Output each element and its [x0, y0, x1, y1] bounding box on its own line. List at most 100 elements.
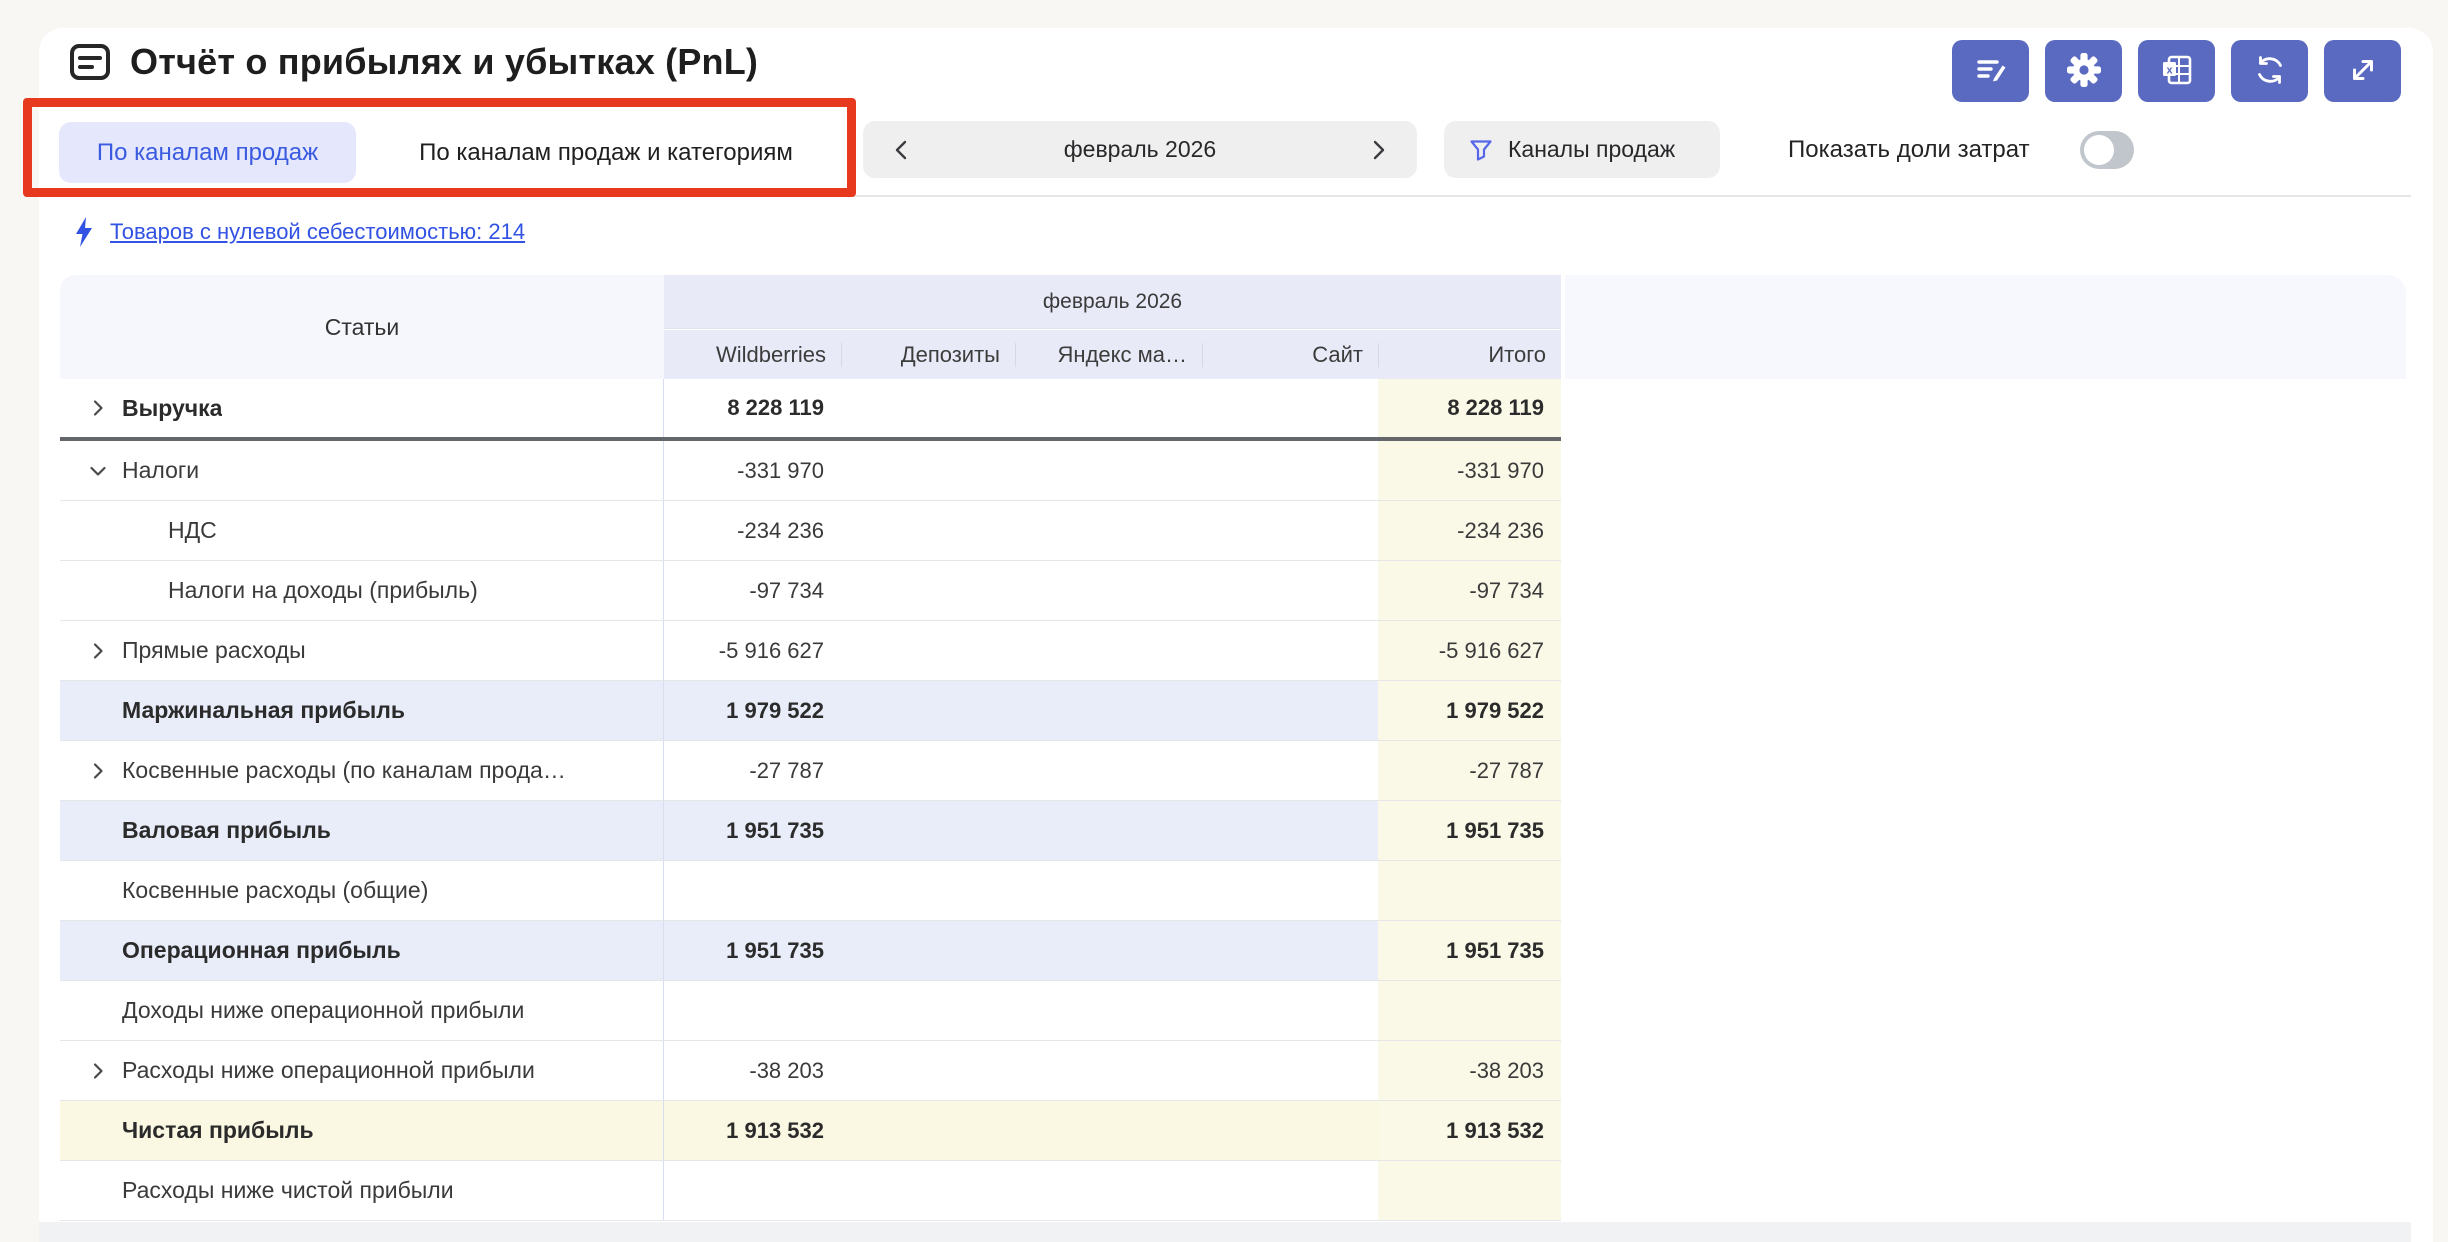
row-label-cell: Валовая прибыль [60, 801, 664, 860]
header-divider [39, 195, 2411, 197]
cell-site [1202, 1041, 1378, 1100]
page-title: Отчёт о прибылях и убытках (PnL) [130, 41, 759, 82]
table-row[interactable]: Маржинальная прибыль 1 979 522 1 979 522 [60, 681, 1561, 741]
column-header-wildberries[interactable]: Wildberries [715, 341, 826, 367]
table-row[interactable]: Налоги -331 970 -331 970 [60, 441, 1561, 501]
cell-yandex [1015, 561, 1202, 620]
cell-yandex [1015, 861, 1202, 920]
table-row[interactable]: НДС -234 236 -234 236 [60, 501, 1561, 561]
cell-total [1378, 1161, 1561, 1220]
cell-wildberries: -331 970 [737, 457, 824, 483]
row-label-cell: Выручка [60, 379, 664, 437]
table-row[interactable]: Налоги на доходы (прибыль) -97 734 -97 7… [60, 561, 1561, 621]
gear-icon [2066, 52, 2102, 91]
cell-deposits [841, 861, 1015, 920]
cell-wildberries [664, 861, 841, 920]
cell-yandex [1015, 441, 1202, 500]
chevron-right-icon[interactable] [86, 1059, 110, 1083]
table-row[interactable]: Выручка 8 228 119 8 228 119 [60, 379, 1561, 441]
row-label: Расходы ниже операционной прибыли [122, 1057, 535, 1083]
table-row[interactable]: Косвенные расходы (по каналам прода… -27… [60, 741, 1561, 801]
cell-total: -97 734 [1378, 561, 1561, 620]
column-header-yandex[interactable]: Яндекс ма… [1015, 330, 1202, 379]
show-cost-shares-toggle[interactable] [2080, 131, 2134, 169]
table-row[interactable]: Косвенные расходы (общие) [60, 861, 1561, 921]
cell-deposits [841, 741, 1015, 800]
cell-site [1202, 921, 1378, 980]
row-label: Маржинальная прибыль [122, 697, 406, 723]
sales-channels-filter-button[interactable]: Каналы продаж [1444, 121, 1720, 178]
row-label-cell: Расходы ниже чистой прибыли [60, 1161, 664, 1220]
table-row[interactable]: Валовая прибыль 1 951 735 1 951 735 [60, 801, 1561, 861]
cell-total: 1 951 735 [1378, 921, 1561, 980]
cell-total: -234 236 [1378, 501, 1561, 560]
row-label-cell: Операционная прибыль [60, 921, 664, 980]
tab-label: По каналам продаж и категориям [419, 138, 793, 166]
chevron-right-icon[interactable] [86, 639, 110, 663]
edit-note-button[interactable] [1952, 40, 2029, 102]
filter-label: Каналы продаж [1508, 136, 1676, 162]
cell-site [1202, 379, 1378, 437]
row-label: Валовая прибыль [122, 817, 331, 843]
next-period-button[interactable] [1365, 137, 1391, 163]
cell-site [1202, 561, 1378, 620]
table-row[interactable]: Прямые расходы -5 916 627 -5 916 627 [60, 621, 1561, 681]
cell-yandex [1015, 379, 1202, 437]
row-label-cell: Расходы ниже операционной прибыли [60, 1041, 664, 1100]
cell-deposits [841, 501, 1015, 560]
row-label-cell: Прямые расходы [60, 621, 664, 680]
column-header-total[interactable]: Итого [1378, 330, 1561, 379]
column-header-deposits[interactable]: Депозиты [841, 330, 1015, 379]
table-row[interactable]: Операционная прибыль 1 951 735 1 951 735 [60, 921, 1561, 981]
cell-total [1378, 981, 1561, 1040]
cell-site [1202, 741, 1378, 800]
cell-total: 8 228 119 [1378, 379, 1561, 437]
svg-text:x: x [2166, 64, 2173, 76]
funnel-icon [1468, 137, 1494, 163]
refresh-button[interactable] [2231, 40, 2308, 102]
row-label: Налоги [122, 457, 200, 483]
row-label: Чистая прибыль [122, 1117, 314, 1143]
period-value: февраль 2026 [1063, 136, 1217, 162]
row-label: Расходы ниже чистой прибыли [122, 1177, 454, 1203]
chevron-down-icon[interactable] [86, 459, 110, 483]
expand-button[interactable] [2324, 40, 2401, 102]
cell-wildberries: -38 203 [749, 1057, 824, 1083]
row-label: Косвенные расходы (общие) [122, 877, 429, 903]
cell-wildberries: 1 951 735 [726, 817, 824, 843]
row-label-cell: Налоги на доходы (прибыль) [60, 561, 664, 620]
export-excel-button[interactable]: x [2138, 40, 2215, 102]
zero-cost-link[interactable]: Товаров с нулевой себестоимостью: 214 [110, 219, 526, 244]
cell-wildberries: -27 787 [749, 757, 824, 783]
tab-by-channels-and-categories[interactable]: По каналам продаж и категориям [366, 122, 846, 183]
cell-yandex [1015, 981, 1202, 1040]
cell-deposits [841, 1041, 1015, 1100]
previous-period-button[interactable] [889, 137, 915, 163]
lightning-icon [72, 216, 96, 248]
cell-site [1202, 501, 1378, 560]
cell-site [1202, 1161, 1378, 1220]
column-header-site[interactable]: Сайт [1202, 330, 1378, 379]
tab-by-sales-channels[interactable]: По каналам продаж [59, 122, 356, 183]
table-row[interactable]: Расходы ниже операционной прибыли -38 20… [60, 1041, 1561, 1101]
toolbar: x [1952, 40, 2401, 102]
cell-total [1378, 861, 1561, 920]
settings-button[interactable] [2045, 40, 2122, 102]
tab-label: По каналам продаж [96, 138, 319, 166]
chevron-right-icon[interactable] [86, 759, 110, 783]
table-body: Выручка 8 228 119 8 228 119 Налоги -331 … [60, 379, 1561, 1221]
row-label: Прямые расходы [122, 637, 306, 663]
table-row[interactable]: Расходы ниже чистой прибыли [60, 1161, 1561, 1221]
table-row[interactable]: Доходы ниже операционной прибыли [60, 981, 1561, 1041]
row-label: НДС [168, 517, 217, 543]
chevron-right-icon[interactable] [86, 396, 110, 420]
row-label-cell: Чистая прибыль [60, 1101, 664, 1160]
cell-site [1202, 621, 1378, 680]
cell-wildberries: -5 916 627 [718, 637, 824, 663]
show-cost-shares-label: Показать доли затрат [1788, 136, 2030, 163]
edit-note-icon [1973, 52, 2009, 91]
table-row[interactable]: Чистая прибыль 1 913 532 1 913 532 [60, 1101, 1561, 1161]
period-header-cell: февраль 2026 [664, 275, 1561, 329]
cell-deposits [841, 379, 1015, 437]
expand-icon [2345, 52, 2381, 91]
